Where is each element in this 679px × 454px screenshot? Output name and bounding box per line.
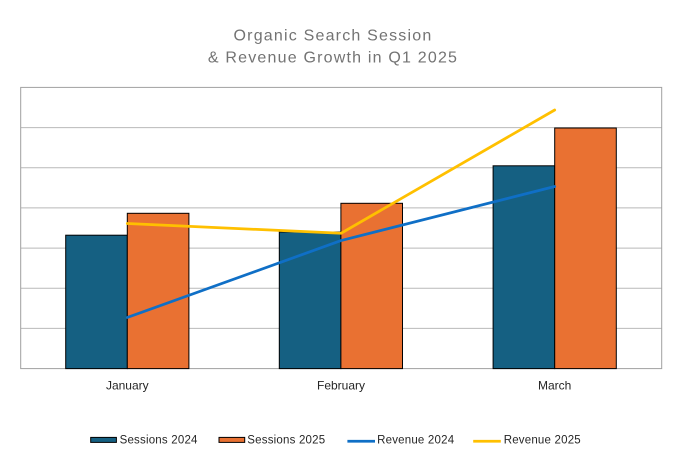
- svg-text:Revenue 2025: Revenue 2025: [504, 435, 581, 447]
- svg-text:Sessions 2025: Sessions 2025: [247, 435, 325, 447]
- svg-text:Sessions 2024: Sessions 2024: [120, 435, 198, 447]
- svg-text:Organic Search Session: Organic Search Session: [234, 27, 433, 44]
- svg-text:February: February: [317, 379, 365, 393]
- svg-text:Revenue 2024: Revenue 2024: [377, 435, 455, 447]
- svg-text:March: March: [538, 379, 571, 393]
- svg-text:& Revenue Growth in Q1 2025: & Revenue Growth in Q1 2025: [208, 49, 458, 66]
- svg-text:January: January: [106, 379, 149, 393]
